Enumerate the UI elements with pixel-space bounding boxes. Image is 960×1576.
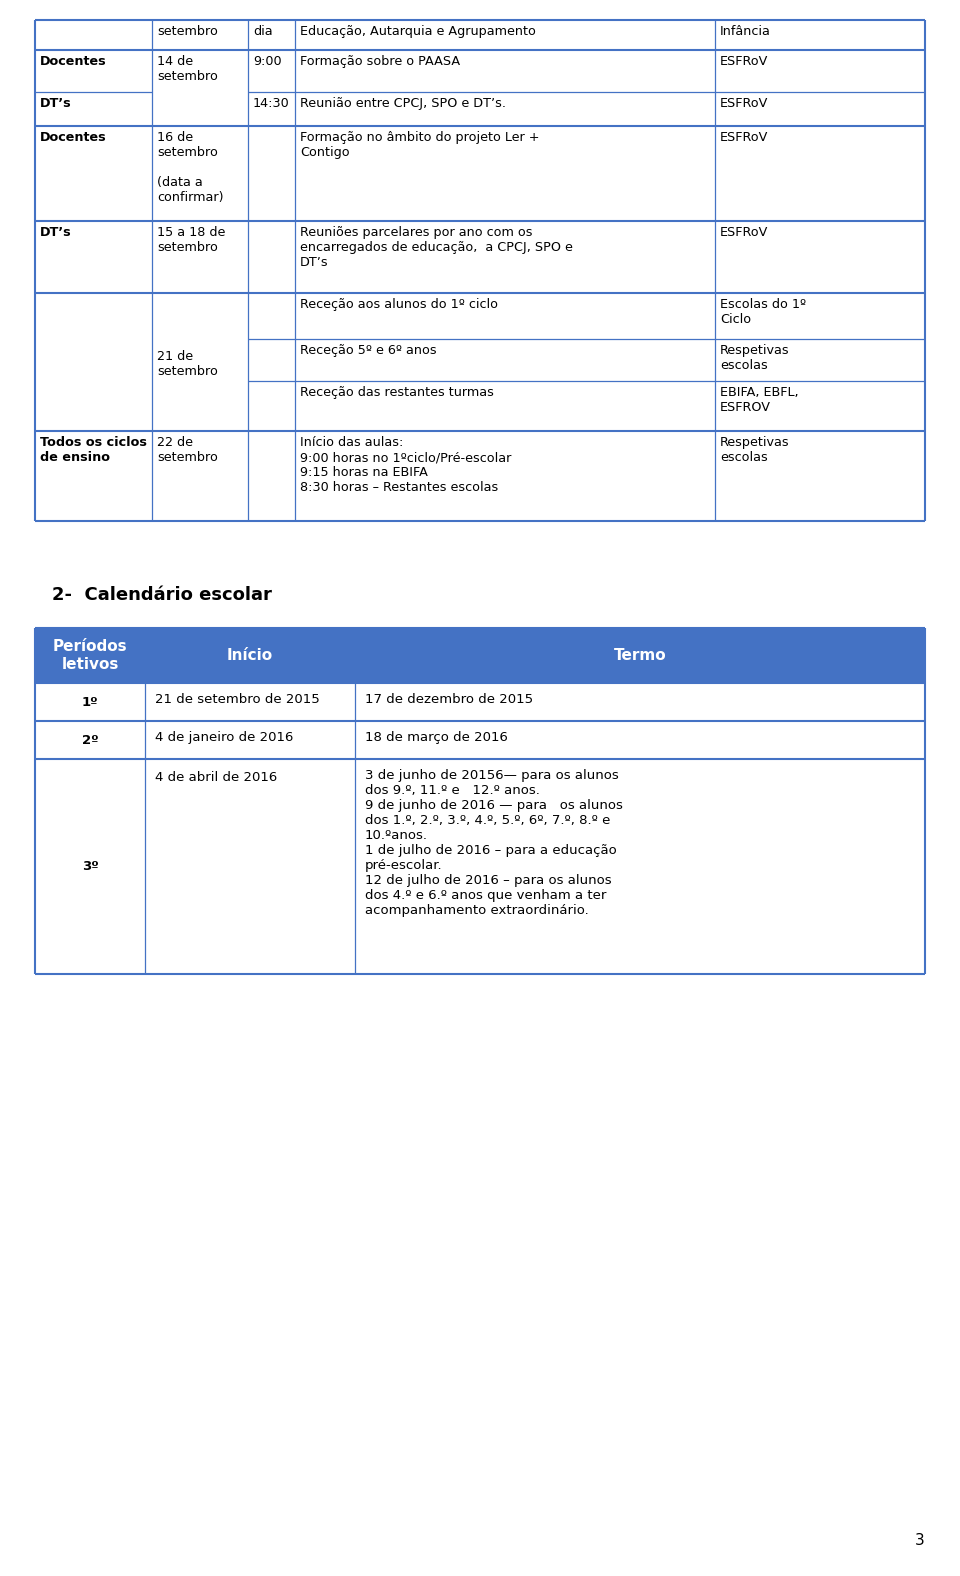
Text: ESFRoV: ESFRoV: [720, 98, 768, 110]
Text: dia: dia: [253, 25, 273, 38]
Text: 9:00: 9:00: [253, 55, 281, 68]
Text: 15 a 18 de
setembro: 15 a 18 de setembro: [157, 225, 226, 254]
Text: Início das aulas:
9:00 horas no 1ºciclo/Pré-escolar
9:15 horas na EBIFA
8:30 hor: Início das aulas: 9:00 horas no 1ºciclo/…: [300, 437, 512, 493]
Text: setembro: setembro: [157, 25, 218, 38]
Text: ESFRoV: ESFRoV: [720, 225, 768, 240]
Text: Reuniões parcelares por ano com os
encarregados de educação,  a CPCJ, SPO e
DTʼs: Reuniões parcelares por ano com os encar…: [300, 225, 573, 269]
Text: ESFRoV: ESFRoV: [720, 131, 768, 143]
Text: Docentes: Docentes: [40, 131, 107, 143]
Text: Respetivas
escolas: Respetivas escolas: [720, 344, 790, 372]
Text: 4 de abril de 2016: 4 de abril de 2016: [155, 771, 277, 783]
Text: 2-  Calendário escolar: 2- Calendário escolar: [52, 586, 272, 604]
Text: 22 de
setembro: 22 de setembro: [157, 437, 218, 463]
Text: 14 de
setembro: 14 de setembro: [157, 55, 218, 84]
Text: 21 de
setembro: 21 de setembro: [157, 350, 218, 378]
Text: ESFRoV: ESFRoV: [720, 55, 768, 68]
Text: Educação, Autarquia e Agrupamento: Educação, Autarquia e Agrupamento: [300, 25, 536, 38]
Text: Formação sobre o PAASA: Formação sobre o PAASA: [300, 55, 460, 68]
Text: Escolas do 1º
Ciclo: Escolas do 1º Ciclo: [720, 298, 806, 326]
Text: 18 de março de 2016: 18 de março de 2016: [365, 731, 508, 744]
Text: Receção das restantes turmas: Receção das restantes turmas: [300, 386, 493, 399]
Bar: [35, 627, 925, 682]
Text: 21 de setembro de 2015: 21 de setembro de 2015: [155, 693, 320, 706]
Text: Receção aos alunos do 1º ciclo: Receção aos alunos do 1º ciclo: [300, 298, 498, 310]
Text: 1º: 1º: [82, 695, 98, 709]
Text: Respetivas
escolas: Respetivas escolas: [720, 437, 790, 463]
Text: 14:30: 14:30: [253, 98, 290, 110]
Text: Início: Início: [227, 648, 273, 663]
Text: EBIFA, EBFL,
ESFROV: EBIFA, EBFL, ESFROV: [720, 386, 799, 414]
Text: Termo: Termo: [613, 648, 666, 663]
Text: 4 de janeiro de 2016: 4 de janeiro de 2016: [155, 731, 294, 744]
Text: Docentes: Docentes: [40, 55, 107, 68]
Text: Infância: Infância: [720, 25, 771, 38]
Text: 16 de
setembro

(data a
confirmar): 16 de setembro (data a confirmar): [157, 131, 224, 203]
Text: 2º: 2º: [82, 733, 98, 747]
Text: 3: 3: [915, 1533, 925, 1548]
Text: Formação no âmbito do projeto Ler +
Contigo: Formação no âmbito do projeto Ler + Cont…: [300, 131, 540, 159]
Text: Todos os ciclos
de ensino: Todos os ciclos de ensino: [40, 437, 147, 463]
Text: 3º: 3º: [82, 860, 98, 873]
Text: 3 de junho de 20156— para os alunos
dos 9.º, 11.º e   12.º anos.
9 de junho de 2: 3 de junho de 20156— para os alunos dos …: [365, 769, 623, 917]
Text: Reunião entre CPCJ, SPO e DTʼs.: Reunião entre CPCJ, SPO e DTʼs.: [300, 98, 506, 110]
Text: Períodos
letivos: Períodos letivos: [53, 640, 128, 671]
Text: Receção 5º e 6º anos: Receção 5º e 6º anos: [300, 344, 437, 358]
Text: DTʼs: DTʼs: [40, 225, 72, 240]
Text: DTʼs: DTʼs: [40, 98, 72, 110]
Text: 17 de dezembro de 2015: 17 de dezembro de 2015: [365, 693, 533, 706]
